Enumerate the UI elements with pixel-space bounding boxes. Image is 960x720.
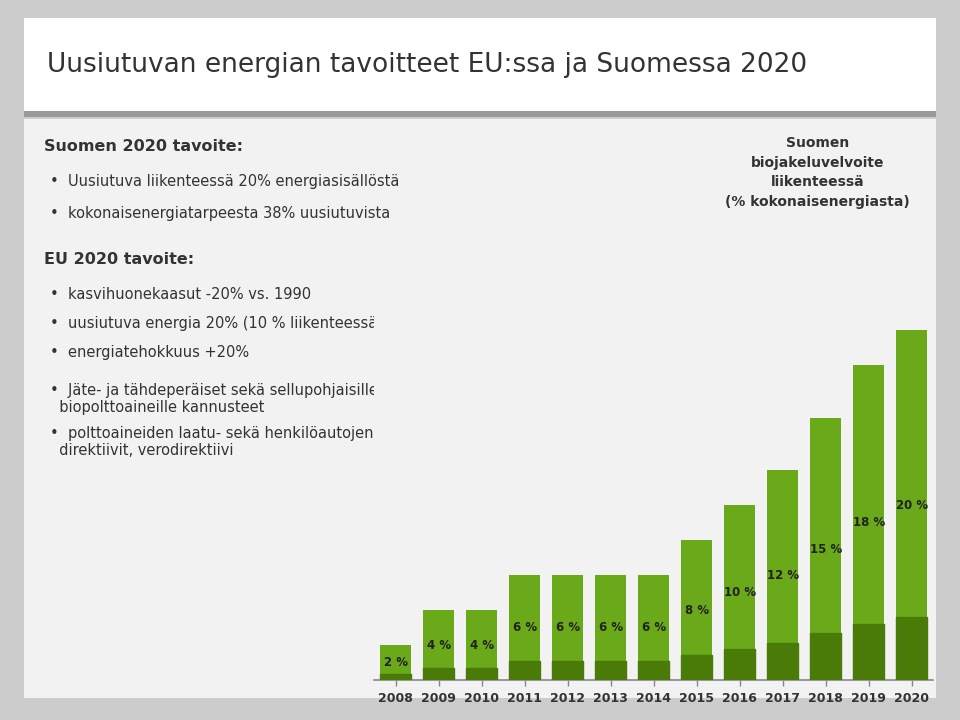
- Text: Suomen 2020 tavoite:: Suomen 2020 tavoite:: [44, 139, 243, 154]
- Bar: [467, 667, 497, 680]
- Bar: [810, 418, 841, 680]
- Bar: [380, 645, 412, 680]
- Text: •  kokonaisenergiatarpeesta 38% uusiutuvista: • kokonaisenergiatarpeesta 38% uusiutuvi…: [50, 206, 390, 221]
- Bar: [682, 540, 712, 680]
- Text: 6 %: 6 %: [513, 621, 537, 634]
- Text: Uusiutuvan energian tavoitteet EU:ssa ja Suomessa 2020: Uusiutuvan energian tavoitteet EU:ssa ja…: [47, 52, 807, 78]
- Bar: [380, 674, 412, 680]
- Bar: [853, 624, 884, 680]
- Text: •  Uusiutuva liikenteessä 20% energiasisällöstä: • Uusiutuva liikenteessä 20% energiasisä…: [50, 174, 399, 189]
- Text: 6 %: 6 %: [641, 621, 666, 634]
- Bar: [423, 667, 454, 680]
- Text: 8 %: 8 %: [684, 604, 708, 617]
- Text: 6 %: 6 %: [556, 621, 580, 634]
- Text: •  uusiutuva energia 20% (10 % liikenteessä): • uusiutuva energia 20% (10 % liikentees…: [50, 316, 382, 331]
- Bar: [510, 575, 540, 680]
- Text: •  energiatehokkuus +20%: • energiatehokkuus +20%: [50, 345, 249, 360]
- Text: 12 %: 12 %: [767, 569, 799, 582]
- Text: 18 %: 18 %: [852, 516, 885, 529]
- Text: Suomen
biojakeluvelvoite
liikenteessä
(% kokonaisenergiasta): Suomen biojakeluvelvoite liikenteessä (%…: [725, 136, 910, 209]
- Text: 6 %: 6 %: [599, 621, 623, 634]
- Bar: [724, 505, 756, 680]
- Bar: [552, 662, 584, 680]
- Bar: [595, 662, 626, 680]
- Text: •  Jäte- ja tähdeperäiset sekä sellupohjaisille
  biopolttoaineille kannusteet: • Jäte- ja tähdeperäiset sekä sellupohja…: [50, 382, 377, 415]
- Text: 15 %: 15 %: [809, 543, 842, 556]
- Text: 10 %: 10 %: [724, 586, 756, 599]
- Bar: [638, 575, 669, 680]
- Text: 20 %: 20 %: [896, 499, 927, 512]
- Bar: [423, 611, 454, 680]
- Bar: [896, 617, 927, 680]
- Bar: [810, 633, 841, 680]
- Text: EU 2020 tavoite:: EU 2020 tavoite:: [44, 252, 194, 267]
- Bar: [510, 662, 540, 680]
- Text: 2 %: 2 %: [384, 657, 408, 670]
- Bar: [767, 642, 798, 680]
- Bar: [552, 575, 584, 680]
- Text: 4 %: 4 %: [469, 639, 493, 652]
- Bar: [682, 655, 712, 680]
- Bar: [724, 649, 756, 680]
- Bar: [595, 575, 626, 680]
- Bar: [467, 611, 497, 680]
- Bar: [638, 662, 669, 680]
- Bar: [853, 365, 884, 680]
- Bar: [896, 330, 927, 680]
- Text: •  polttoaineiden laatu- sekä henkilöautojen CO₂-
  direktiivit, verodirektiivi: • polttoaineiden laatu- sekä henkilöauto…: [50, 426, 411, 459]
- Bar: [767, 470, 798, 680]
- Text: 4 %: 4 %: [427, 639, 451, 652]
- Text: •  kasvihuonekaasut -20% vs. 1990: • kasvihuonekaasut -20% vs. 1990: [50, 287, 311, 302]
